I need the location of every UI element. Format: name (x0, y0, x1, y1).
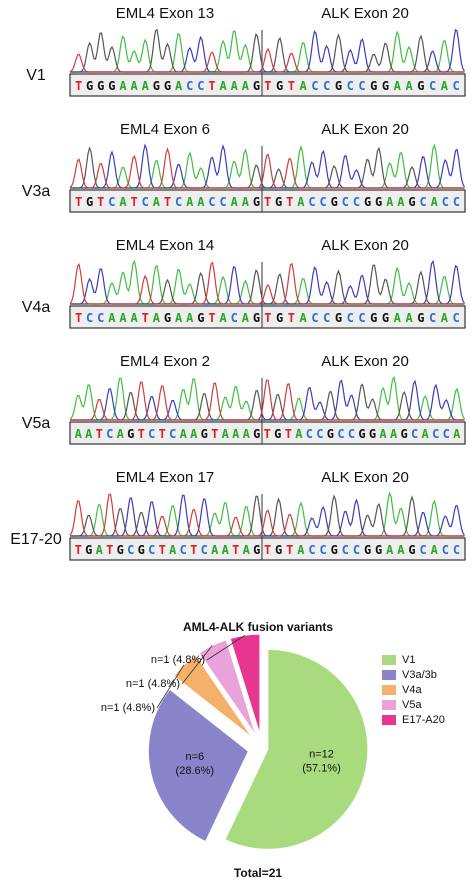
exon-title: ALK Exon 20 (321, 121, 409, 138)
leader-line (181, 645, 213, 685)
trace (69, 375, 466, 421)
legend-label: E17-A20 (402, 714, 445, 726)
slice-label: n=12 (57.1%) (302, 748, 341, 774)
variant-label: V3a (22, 183, 51, 200)
trace (70, 259, 465, 305)
trace (70, 259, 465, 305)
trace (69, 47, 465, 73)
pie-slice (229, 633, 261, 735)
slice-label: n=6 (28.6%) (176, 751, 215, 777)
legend-label: V5a (402, 699, 422, 711)
sequence-box (69, 189, 466, 213)
sequence-box (69, 305, 466, 329)
exon-title: ALK Exon 20 (321, 353, 409, 370)
legend-label: V4a (402, 684, 422, 696)
trace (70, 379, 465, 421)
exon-title: EML4 Exon 13 (116, 5, 214, 22)
variant-label: V5a (22, 415, 51, 432)
slice-label: n=1 (4.8%) (126, 678, 180, 690)
exon-title: ALK Exon 20 (321, 469, 409, 486)
leader-line (206, 634, 246, 661)
exon-title: ALK Exon 20 (321, 5, 409, 22)
exon-title: EML4 Exon 6 (120, 121, 210, 138)
exon-title: EML4 Exon 14 (116, 237, 214, 254)
slice-label: n=1 (4.8%) (151, 654, 205, 666)
sequence-box (69, 73, 466, 97)
legend-swatch (382, 685, 396, 695)
legend-swatch (382, 670, 396, 680)
trace (70, 379, 465, 421)
trace (69, 147, 465, 189)
pie-slice (198, 639, 257, 736)
variant-label: V1 (26, 67, 46, 84)
pie-slice (224, 648, 369, 850)
trace (70, 494, 465, 537)
trace (70, 383, 465, 421)
legend-swatch (382, 655, 396, 665)
legend-swatch (382, 715, 396, 725)
trace (70, 30, 465, 73)
legend-label: V3a/3b (402, 669, 437, 681)
leader-line (156, 664, 185, 709)
sequence-box (69, 421, 466, 445)
variant-label: E17-20 (10, 531, 62, 548)
trace (69, 261, 465, 305)
legend-label: V1 (402, 654, 415, 666)
trace (70, 264, 465, 305)
variant-label: V4a (22, 299, 51, 316)
pie-title: AML4-ALK fusion variants (183, 620, 333, 634)
exon-title: EML4 Exon 17 (116, 469, 214, 486)
exon-title: ALK Exon 20 (321, 237, 409, 254)
exon-title: EML4 Exon 2 (120, 353, 210, 370)
pie-slice (173, 654, 253, 739)
slice-label: n=1 (4.8%) (101, 702, 155, 714)
sequence-box (69, 537, 466, 561)
trace (69, 493, 465, 537)
pie-footer: Total=21 (234, 866, 282, 880)
pie-slice (147, 688, 249, 843)
legend-swatch (382, 700, 396, 710)
